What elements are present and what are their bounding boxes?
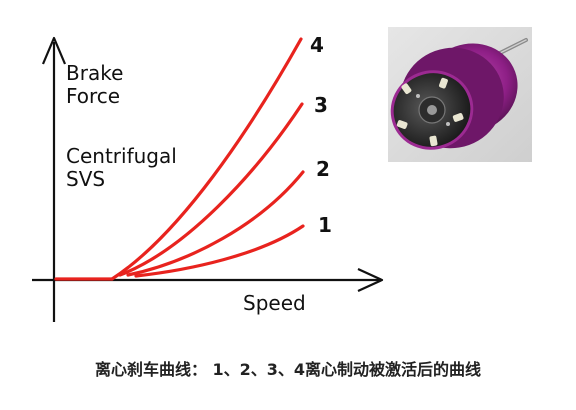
curve-label-4: 4 bbox=[310, 33, 324, 57]
curve-label-2: 2 bbox=[316, 157, 330, 181]
x-axis-arrow bbox=[357, 268, 384, 292]
y-axis-label-line-1: Brake bbox=[66, 61, 123, 85]
note-line-1: Centrifugal bbox=[66, 144, 177, 168]
curve-label-3: 3 bbox=[314, 93, 328, 117]
y-axis-arrow bbox=[41, 36, 67, 65]
spool-photo bbox=[388, 27, 532, 162]
curve-3 bbox=[118, 102, 304, 277]
caption: 离心刹车曲线： 1、2、3、4离心制动被激活后的曲线 bbox=[94, 360, 482, 379]
brake-curves bbox=[54, 37, 305, 281]
x-axis-label: Speed bbox=[243, 291, 306, 315]
curve-label-1: 1 bbox=[318, 213, 332, 237]
y-axis-label-line-2: Force bbox=[66, 84, 120, 108]
curve-2 bbox=[126, 170, 305, 277]
note-line-2: SVS bbox=[66, 167, 105, 191]
curve-4 bbox=[110, 37, 303, 281]
curve-1 bbox=[134, 224, 305, 278]
